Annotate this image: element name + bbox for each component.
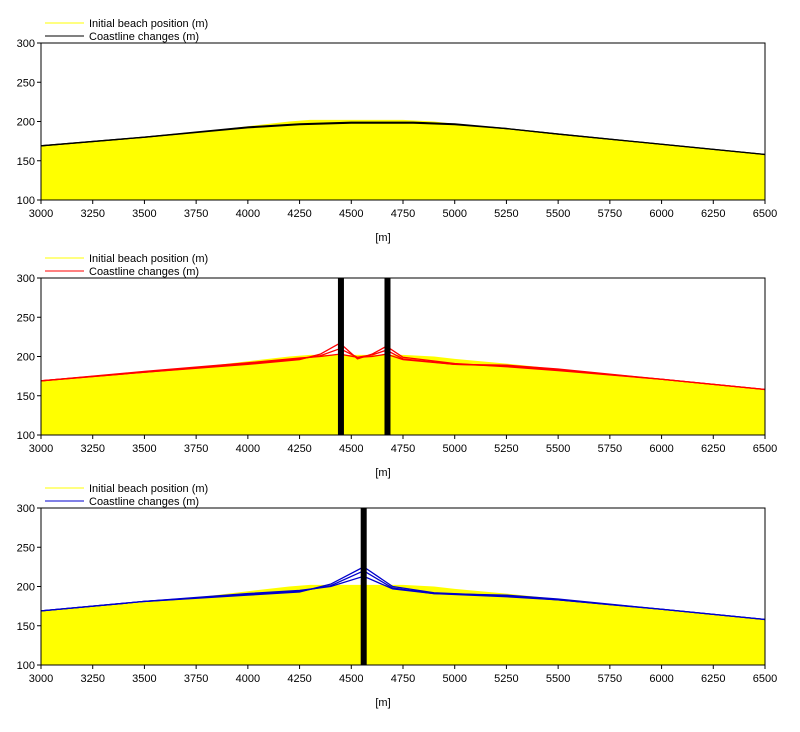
x-tick-label: 3500: [132, 673, 156, 685]
x-tick-label: 4000: [236, 443, 260, 455]
y-tick-label: 100: [17, 430, 35, 442]
x-tick-label: 5000: [442, 443, 466, 455]
initial-beach-area: [41, 584, 765, 665]
x-tick-label: 5250: [494, 208, 518, 220]
x-tick-label: 4250: [287, 443, 311, 455]
x-tick-label: 5500: [546, 673, 570, 685]
x-tick-label: 3750: [184, 443, 208, 455]
x-tick-label: 4750: [391, 673, 415, 685]
y-tick-label: 100: [17, 195, 35, 207]
coastline-line: [40, 342, 766, 391]
x-tick-label: 4500: [339, 673, 363, 685]
x-axis-label: [m]: [375, 232, 390, 244]
initial-beach-area: [41, 354, 765, 435]
x-tick-label: 5000: [442, 208, 466, 220]
legend-label: Coastline changes (m): [89, 496, 199, 508]
y-tick-label: 100: [17, 660, 35, 672]
chart-3: Initial beach position (m)Coastline chan…: [17, 483, 778, 709]
y-tick-label: 150: [17, 391, 35, 403]
y-tick-label: 250: [17, 312, 35, 324]
x-tick-label: 5500: [546, 443, 570, 455]
x-tick-label: 5750: [598, 673, 622, 685]
x-tick-label: 3000: [29, 673, 53, 685]
y-tick-label: 150: [17, 156, 35, 168]
x-tick-label: 6250: [701, 208, 725, 220]
x-tick-label: 6000: [649, 208, 673, 220]
x-tick-label: 3250: [80, 443, 104, 455]
legend-label: Initial beach position (m): [89, 253, 208, 265]
x-axis-label: [m]: [375, 697, 390, 709]
x-tick-label: 4500: [339, 443, 363, 455]
groyne-bar: [337, 278, 344, 435]
x-tick-label: 3250: [80, 208, 104, 220]
chart-2: Initial beach position (m)Coastline chan…: [17, 253, 778, 479]
x-tick-label: 4250: [287, 673, 311, 685]
legend-label: Initial beach position (m): [89, 483, 208, 495]
y-tick-label: 200: [17, 582, 35, 594]
chart-1: Initial beach position (m)Coastline chan…: [17, 18, 778, 244]
x-tick-label: 3750: [184, 673, 208, 685]
y-tick-label: 150: [17, 621, 35, 633]
x-tick-label: 6000: [649, 673, 673, 685]
coastline-line: [40, 575, 766, 621]
x-tick-label: 5500: [546, 208, 570, 220]
x-tick-label: 6500: [753, 443, 777, 455]
y-tick-label: 250: [17, 542, 35, 554]
x-tick-label: 3500: [132, 443, 156, 455]
initial-beach-area: [41, 119, 765, 200]
x-tick-label: 4250: [287, 208, 311, 220]
x-tick-label: 6500: [753, 208, 777, 220]
x-tick-label: 4000: [236, 208, 260, 220]
x-tick-label: 4500: [339, 208, 363, 220]
x-tick-label: 4000: [236, 673, 260, 685]
legend-label: Initial beach position (m): [89, 18, 208, 30]
coastline-line: [40, 121, 766, 156]
legend-label: Coastline changes (m): [89, 31, 199, 43]
x-tick-label: 3500: [132, 208, 156, 220]
y-tick-label: 200: [17, 352, 35, 364]
x-tick-label: 6250: [701, 443, 725, 455]
y-tick-label: 300: [17, 273, 35, 285]
x-tick-label: 4750: [391, 443, 415, 455]
coastline-line: [40, 570, 766, 621]
legend-label: Coastline changes (m): [89, 266, 199, 278]
x-tick-label: 5000: [442, 673, 466, 685]
x-tick-label: 6500: [753, 673, 777, 685]
x-tick-label: 3000: [29, 208, 53, 220]
y-tick-label: 300: [17, 38, 35, 50]
x-tick-label: 3750: [184, 208, 208, 220]
x-tick-label: 5250: [494, 443, 518, 455]
coastline-line: [40, 353, 766, 391]
x-tick-label: 5250: [494, 673, 518, 685]
x-tick-label: 6000: [649, 443, 673, 455]
y-tick-label: 300: [17, 503, 35, 515]
y-tick-label: 250: [17, 77, 35, 89]
x-tick-label: 3250: [80, 673, 104, 685]
groyne-bar: [360, 508, 367, 665]
groyne-bar: [384, 278, 391, 435]
coastline-line: [40, 347, 766, 391]
x-tick-label: 3000: [29, 443, 53, 455]
x-axis-label: [m]: [375, 467, 390, 479]
x-tick-label: 5750: [598, 208, 622, 220]
x-tick-label: 6250: [701, 673, 725, 685]
x-tick-label: 5750: [598, 443, 622, 455]
x-tick-label: 4750: [391, 208, 415, 220]
y-tick-label: 200: [17, 117, 35, 129]
